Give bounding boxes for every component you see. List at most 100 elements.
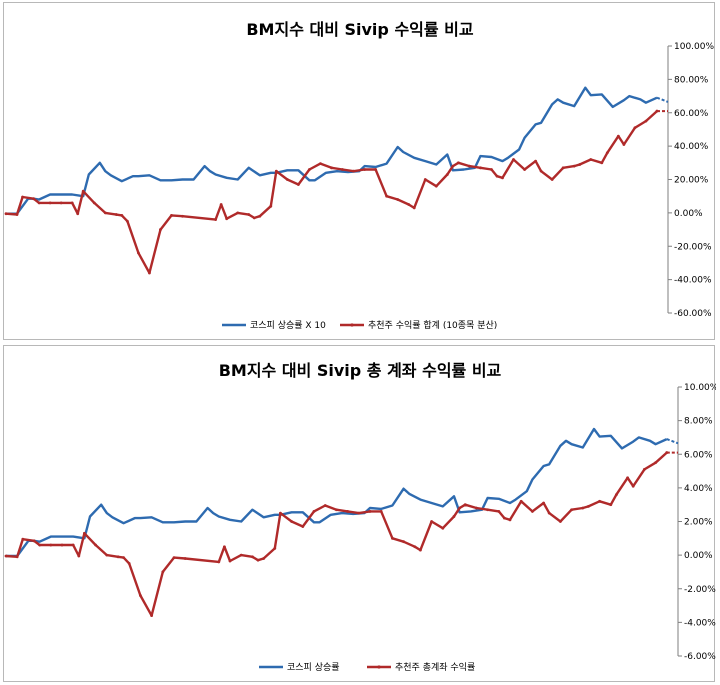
data-point xyxy=(475,506,478,510)
data-point xyxy=(542,501,545,505)
data-point xyxy=(312,510,316,513)
data-point xyxy=(219,203,223,206)
data-point xyxy=(308,168,311,171)
data-point xyxy=(434,184,438,188)
data-point xyxy=(341,168,344,171)
series-line-dashed-end xyxy=(656,96,669,103)
data-point xyxy=(137,251,140,255)
data-point xyxy=(103,211,107,215)
y-tick-label: 0.00% xyxy=(674,209,703,219)
data-point xyxy=(114,213,118,216)
data-point xyxy=(456,161,460,165)
legend-marker xyxy=(377,665,381,669)
data-point xyxy=(214,218,218,221)
data-point xyxy=(578,163,582,166)
data-point xyxy=(655,109,659,113)
data-point xyxy=(59,201,63,205)
data-point xyxy=(15,213,19,216)
data-point xyxy=(290,520,293,523)
data-point xyxy=(643,467,646,471)
data-point xyxy=(609,503,613,507)
data-point xyxy=(385,194,389,198)
data-point xyxy=(600,161,604,165)
data-point xyxy=(148,271,151,275)
data-point xyxy=(76,212,80,216)
data-point xyxy=(4,212,8,216)
data-point xyxy=(445,173,449,176)
data-point xyxy=(335,508,338,512)
data-point xyxy=(228,559,232,563)
data-point xyxy=(127,562,131,565)
data-point xyxy=(269,204,273,208)
legend-label: 코스피 상승률 xyxy=(287,662,340,673)
series-line-2 xyxy=(5,110,658,275)
data-point xyxy=(71,543,75,547)
data-point xyxy=(419,548,422,552)
data-point xyxy=(357,511,361,515)
data-point xyxy=(605,151,609,155)
data-point xyxy=(581,506,585,510)
data-point xyxy=(81,189,85,193)
data-point xyxy=(161,570,165,574)
data-point xyxy=(497,510,501,513)
data-point xyxy=(616,134,620,138)
data-point xyxy=(534,159,537,163)
data-point xyxy=(323,504,327,507)
series-line-1 xyxy=(6,427,668,558)
data-point xyxy=(92,201,96,205)
y-tick-label: 40.00% xyxy=(674,142,709,152)
data-point xyxy=(452,515,456,518)
data-point xyxy=(38,543,41,547)
data-point xyxy=(363,168,366,171)
data-point xyxy=(319,162,322,166)
chart-panel-2: BM지수 대비 Sivip 총 계좌 수익률 비교 10.00% 8.00% 6.0… xyxy=(3,345,716,682)
data-point xyxy=(458,506,461,510)
y-tick-label: -60.00% xyxy=(674,309,712,319)
data-point xyxy=(352,169,355,173)
y-tick-label: 8.00% xyxy=(684,417,713,427)
data-point xyxy=(412,206,416,210)
y-tick-label: 60.00% xyxy=(674,109,709,119)
data-point xyxy=(217,560,221,564)
data-point xyxy=(572,164,576,168)
data-point xyxy=(285,178,289,181)
data-point xyxy=(665,451,669,454)
data-point xyxy=(413,545,417,549)
data-point xyxy=(37,201,41,205)
data-point xyxy=(15,555,19,559)
data-point xyxy=(587,504,590,508)
data-point xyxy=(644,119,648,123)
data-point xyxy=(598,499,601,503)
data-point xyxy=(170,213,173,217)
data-point xyxy=(83,531,86,535)
legend-label: 코스피 상승률 X 10 xyxy=(250,320,326,331)
data-point xyxy=(539,169,543,173)
data-point xyxy=(468,164,471,168)
series-line-1 xyxy=(6,86,658,215)
data-point xyxy=(490,168,493,171)
data-point xyxy=(523,168,526,171)
data-point xyxy=(262,557,265,560)
y-tick-label: 10.00% xyxy=(684,383,716,393)
data-point xyxy=(550,178,554,181)
y-tick-label: 0.00% xyxy=(684,551,713,561)
data-point xyxy=(172,556,176,560)
data-point xyxy=(531,510,534,513)
data-point xyxy=(519,499,523,503)
y-tick-label: -6.00% xyxy=(684,652,716,662)
data-point xyxy=(463,503,467,507)
data-point xyxy=(631,484,635,488)
data-point xyxy=(626,476,629,480)
y-tick-label: -2.00% xyxy=(684,585,716,595)
y-tick-label: 4.00% xyxy=(684,484,713,494)
data-point xyxy=(451,164,455,168)
data-point xyxy=(183,557,187,560)
data-point xyxy=(559,520,562,523)
chart-title: BM지수 대비 Sivip 수익률 비교 xyxy=(246,20,474,39)
data-point xyxy=(633,126,637,130)
data-point xyxy=(441,526,445,530)
data-point xyxy=(589,158,593,161)
data-point xyxy=(407,203,411,206)
chart-title: BM지수 대비 Sivip 총 계좌 수익률 비교 xyxy=(219,361,502,380)
y-tick-label: -4.00% xyxy=(684,618,716,628)
